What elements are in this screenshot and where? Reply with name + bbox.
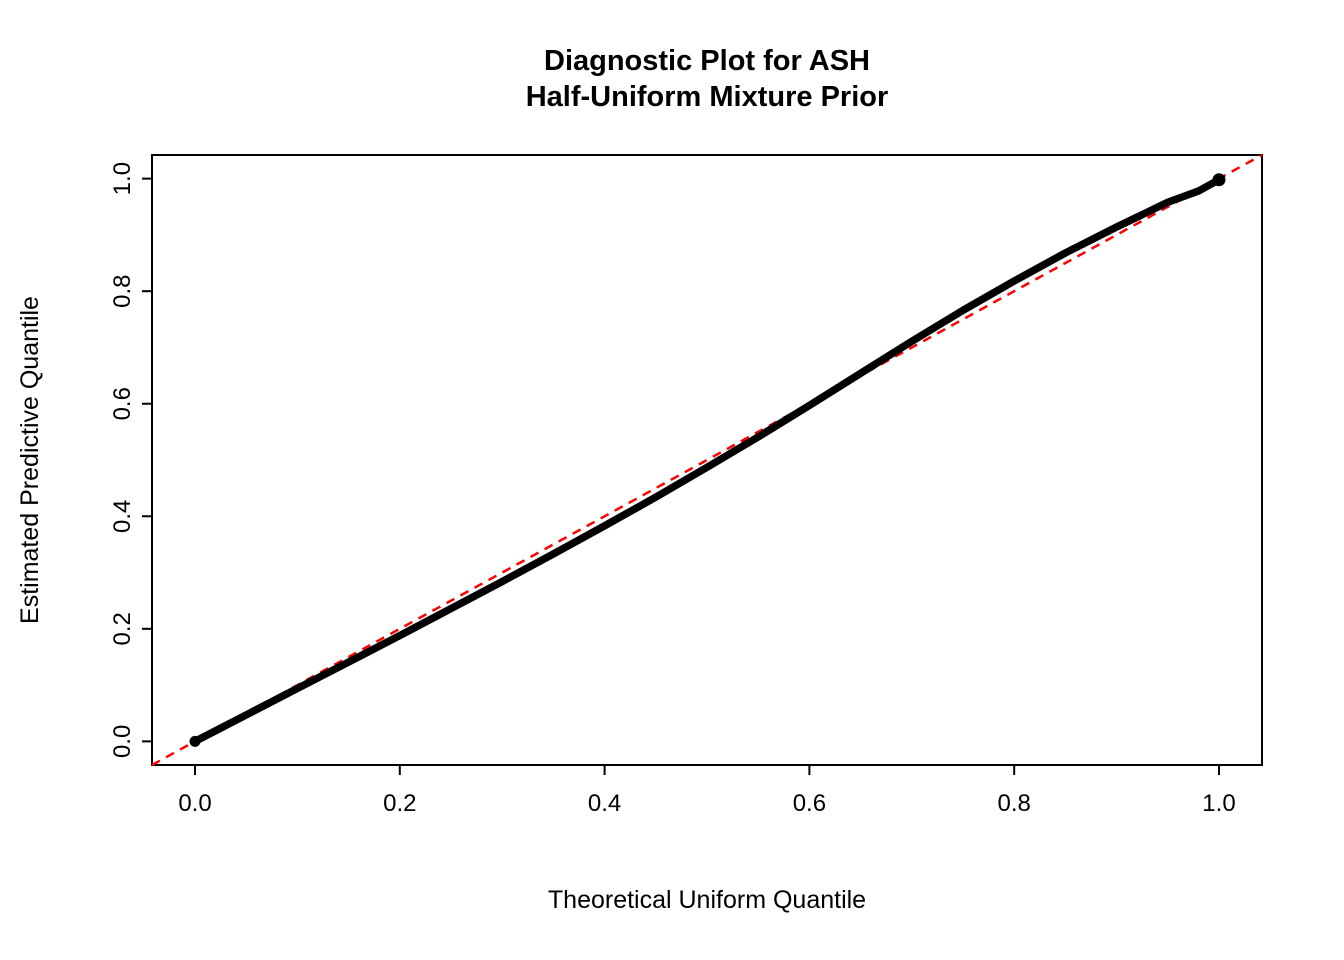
x-tick-label: 1.0 xyxy=(1202,790,1235,817)
identity-line-y-equals-x xyxy=(151,153,1263,767)
plot-border xyxy=(151,154,1263,766)
reference-line-group xyxy=(151,153,1263,767)
y-tick-label: 0.6 xyxy=(109,387,136,420)
x-tick-label: 0.0 xyxy=(178,790,211,817)
x-tick-label: 0.6 xyxy=(793,790,826,817)
y-tick-label: 0.0 xyxy=(109,725,136,758)
series-endpoint-high xyxy=(1212,173,1226,187)
estimated-predictive-quantiles xyxy=(191,176,1223,746)
chart-title-line2: Half-Uniform Mixture Prior xyxy=(526,81,889,113)
y-tick-label: 0.2 xyxy=(109,612,136,645)
x-tick-label: 0.4 xyxy=(588,790,621,817)
y-axis-ticks: 0.0 0.2 0.4 0.6 0.8 1.0 xyxy=(109,162,152,758)
x-tick-label: 0.2 xyxy=(383,790,416,817)
x-axis-label: Theoretical Uniform Quantile xyxy=(548,886,866,914)
y-tick-label: 0.8 xyxy=(109,274,136,307)
y-axis-label: Estimated Predictive Quantile xyxy=(16,296,44,624)
x-axis-ticks: 0.0 0.2 0.4 0.6 0.8 1.0 xyxy=(178,765,1236,817)
chart-title-line1: Diagnostic Plot for ASH xyxy=(544,45,870,77)
x-tick-label: 0.8 xyxy=(998,790,1031,817)
data-series-group xyxy=(189,173,1226,747)
y-tick-label: 1.0 xyxy=(109,162,136,195)
series-endpoint-low xyxy=(189,735,201,747)
y-tick-label: 0.4 xyxy=(109,500,136,533)
